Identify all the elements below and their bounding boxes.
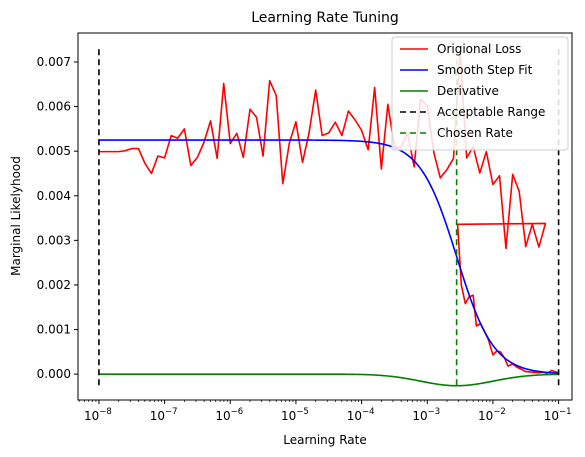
y-tick-label: 0.005 bbox=[37, 144, 71, 158]
legend-box bbox=[391, 36, 569, 151]
x-tick-label: 10−2 bbox=[478, 407, 506, 423]
legend-label: Smooth Step Fit bbox=[437, 63, 533, 77]
x-tick-label: 10−4 bbox=[347, 407, 375, 423]
y-tick-label: 0.004 bbox=[37, 189, 71, 203]
y-tick-label: 0.001 bbox=[37, 323, 71, 337]
y-axis-label: Marginal Likelyhood bbox=[9, 156, 23, 276]
y-tick-label: 0.002 bbox=[37, 278, 71, 292]
y-tick-label: 0.000 bbox=[37, 367, 71, 381]
x-tick-label: 10−3 bbox=[412, 407, 440, 423]
x-tick-label: 10−5 bbox=[281, 407, 309, 423]
x-tick-label: 10−8 bbox=[84, 407, 112, 423]
chart-title: Learning Rate Tuning bbox=[251, 10, 399, 26]
x-axis: 10−8 10−7 10−6 10−5 10−4 10−3 10−2 10−1 bbox=[78, 400, 572, 423]
axes-frame bbox=[77, 32, 573, 401]
x-tick-label: 10−1 bbox=[544, 407, 572, 423]
legend-label: Chosen Rate bbox=[437, 126, 513, 140]
y-tick-label: 0.006 bbox=[37, 100, 71, 114]
legend: Origional Loss Smooth Step Fit Derivative A… bbox=[391, 36, 569, 151]
legend-label: Derivative bbox=[437, 84, 499, 98]
series-smooth-step-fit bbox=[98, 139, 559, 375]
y-tick-label: 0.007 bbox=[37, 55, 71, 69]
x-tick-label: 10−6 bbox=[215, 407, 243, 423]
x-tick-label: 10−7 bbox=[150, 407, 178, 423]
x-axis-label: Learning Rate bbox=[283, 433, 366, 447]
series-derivative bbox=[98, 373, 559, 387]
legend-label: Origional Loss bbox=[437, 42, 521, 56]
y-tick-label: 0.003 bbox=[37, 233, 71, 247]
legend-label: Acceptable Range bbox=[437, 105, 545, 119]
y-axis: 0.000 0.001 0.002 0.003 0.004 0.005 0.006 0.007 bbox=[37, 55, 78, 381]
